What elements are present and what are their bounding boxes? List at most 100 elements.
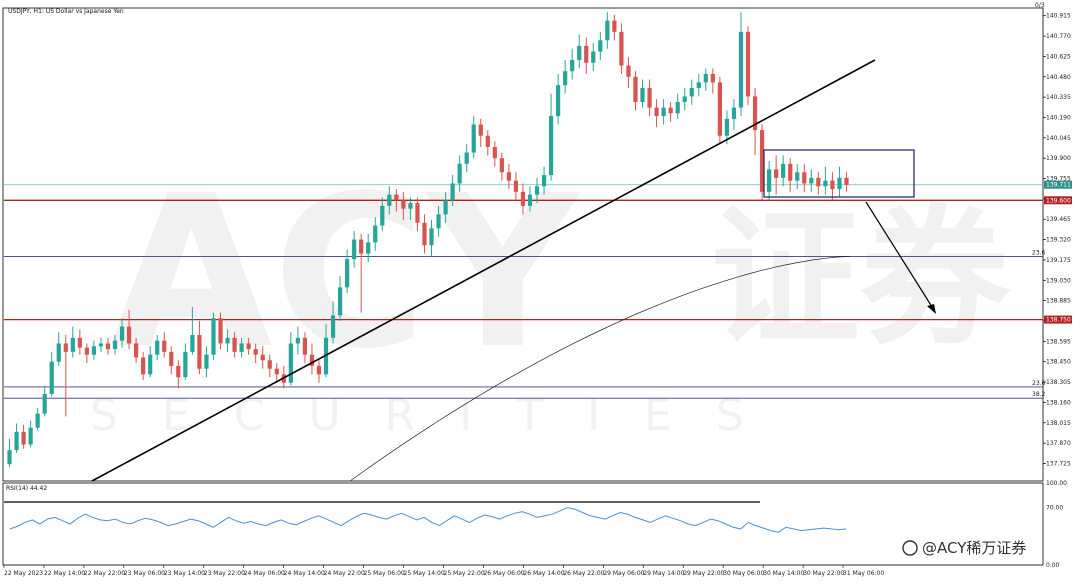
candle-body[interactable] [710,73,715,83]
candle-body[interactable] [197,335,202,369]
candle-body[interactable] [28,427,33,445]
candle-body[interactable] [696,82,701,89]
candle-body[interactable] [788,163,793,181]
candle-body[interactable] [337,287,343,316]
candle-body[interactable] [63,343,68,352]
candle-body[interactable] [563,71,568,86]
candle-body[interactable] [745,31,751,97]
candle-body[interactable] [464,152,469,164]
candle-body[interactable] [837,177,842,190]
candle-body[interactable] [795,172,800,181]
candle-body[interactable] [513,180,519,192]
candle-body[interactable] [155,340,160,355]
candle-body[interactable] [98,343,104,347]
candle-body[interactable] [457,163,462,184]
candle-body[interactable] [225,337,230,344]
candle-body[interactable] [309,354,315,366]
candle-body[interactable] [211,318,216,355]
candle-body[interactable] [422,222,427,246]
candle-body[interactable] [823,180,828,187]
candle-body[interactable] [647,88,652,108]
candle-body[interactable] [91,346,97,355]
candle-body[interactable] [520,191,526,206]
candle-body[interactable] [204,354,209,369]
candle-body[interactable] [141,357,146,375]
candle-body[interactable] [619,31,624,66]
candle-body[interactable] [816,177,821,187]
candle-body[interactable] [471,124,476,153]
candlestick-series[interactable] [7,12,849,467]
candle-body[interactable] [598,40,603,52]
candle-body[interactable] [295,337,300,344]
candle-body[interactable] [239,343,244,352]
candle-body[interactable] [830,180,835,190]
candle-body[interactable] [84,347,89,355]
candle-body[interactable] [330,315,336,338]
candle-body[interactable] [148,354,153,375]
candle-body[interactable] [105,343,111,350]
candle-body[interactable] [774,169,779,178]
drawings[interactable] [91,59,936,482]
candle-body[interactable] [556,85,561,117]
candle-body[interactable] [274,368,279,375]
candle-body[interactable] [162,340,167,352]
consolidation-box[interactable] [763,149,915,198]
candle-body[interactable] [345,259,350,288]
candle-body[interactable] [654,107,659,117]
candle-body[interactable] [499,158,504,173]
candle-body[interactable] [802,172,807,184]
candle-body[interactable] [640,88,645,103]
candle-body[interactable] [415,203,420,223]
candle-body[interactable] [548,116,554,176]
candle-body[interactable] [724,118,730,136]
candle-body[interactable] [429,228,434,246]
candle-body[interactable] [218,318,223,344]
candle-body[interactable] [190,335,195,352]
candle-body[interactable] [387,194,392,206]
candle-body[interactable] [408,203,413,209]
ascending-trendline[interactable] [91,59,876,482]
candle-body[interactable] [35,413,40,428]
candle-body[interactable] [605,20,610,41]
candle-body[interactable] [591,51,596,63]
candle-body[interactable] [316,365,322,375]
candle-body[interactable] [366,242,371,254]
candle-body[interactable] [668,107,673,114]
candle-body[interactable] [689,88,694,97]
candle-body[interactable] [176,365,181,378]
candle-body[interactable] [112,340,118,350]
candle-body[interactable] [436,214,441,229]
candle-body[interactable] [534,186,540,195]
candle-body[interactable] [359,239,364,254]
candle-body[interactable] [492,146,497,159]
candle-body[interactable] [70,337,75,352]
projection-arrow-line[interactable] [865,201,935,311]
candle-body[interactable] [759,130,765,192]
candle-body[interactable] [584,45,589,63]
candle-body[interactable] [352,239,357,260]
candle-body[interactable] [394,194,399,201]
candle-body[interactable] [443,200,448,215]
candle-body[interactable] [77,337,82,348]
candle-body[interactable] [703,73,708,83]
candle-body[interactable] [738,31,744,108]
candle-body[interactable] [246,343,251,350]
candle-body[interactable] [373,225,378,243]
candle-body[interactable] [717,82,722,136]
candle-body[interactable] [302,337,308,355]
candle-body[interactable] [731,107,737,119]
candle-body[interactable] [844,177,849,185]
candle-body[interactable] [401,200,406,209]
candle-body[interactable] [7,450,12,465]
candle-body[interactable] [119,326,125,341]
candle-body[interactable] [675,102,680,114]
candle-body[interactable] [752,96,758,131]
candle-body[interactable] [478,124,483,136]
candle-body[interactable] [570,59,575,72]
candle-body[interactable] [527,194,533,206]
candle-body[interactable] [661,107,666,117]
candle-body[interactable] [21,431,26,445]
candle-body[interactable] [781,163,786,178]
candle-body[interactable] [485,135,490,147]
